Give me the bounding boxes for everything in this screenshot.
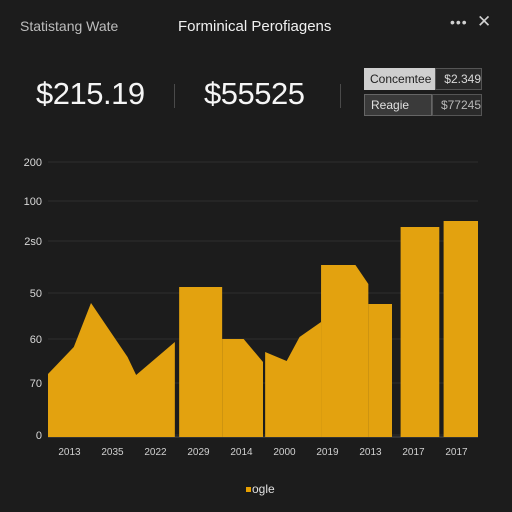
y-tick-label: 2s0 <box>24 236 42 248</box>
area-segment <box>400 227 440 437</box>
x-tick-label: 2017 <box>402 447 425 458</box>
x-tick-label: 2013 <box>359 447 382 458</box>
area-segment <box>179 287 223 437</box>
area-segment <box>368 304 392 437</box>
area-segment <box>443 221 478 437</box>
x-tick-label: 2013 <box>58 447 81 458</box>
y-tick-label: 60 <box>30 334 42 346</box>
legend: Concemtee $2.349 Reagie $77245 <box>364 68 482 120</box>
primary-stat: $215.19 <box>36 76 145 111</box>
y-tick-label: 70 <box>30 378 42 390</box>
close-icon[interactable]: ✕ <box>477 12 492 31</box>
x-tick-label: 2014 <box>230 447 253 458</box>
x-tick-label: 2035 <box>101 447 124 458</box>
area-segment <box>48 303 175 437</box>
area-segment <box>222 339 263 437</box>
stat-divider <box>174 84 175 108</box>
y-tick-label: 200 <box>24 157 42 169</box>
x-tick-label: 2029 <box>187 447 210 458</box>
x-tick-label: 2017 <box>445 447 468 458</box>
logo-mark-icon <box>246 487 251 493</box>
legend-item-value: $77245 <box>431 94 482 116</box>
legend-item-label: Reagie <box>364 94 432 116</box>
more-options-icon[interactable]: ••• <box>450 14 468 30</box>
footer-logo: ogle <box>246 482 275 496</box>
stat-divider <box>340 84 341 108</box>
legend-item[interactable]: Concemtee $2.349 <box>364 68 482 90</box>
y-tick-label: 0 <box>36 430 42 442</box>
legend-item-label: Concemtee <box>364 68 436 90</box>
legend-item-value: $2.349 <box>435 68 482 90</box>
header: Statistang Wate Forminical Perofiagens •… <box>0 0 512 52</box>
x-tick-label: 2019 <box>316 447 339 458</box>
y-tick-label: 50 <box>30 288 42 300</box>
page-title: Forminical Perofiagens <box>178 18 332 35</box>
legend-item[interactable]: Reagie $77245 <box>364 94 482 116</box>
y-tick-label: 100 <box>24 196 42 208</box>
footer-logo-text: ogle <box>252 482 275 496</box>
app-title: Statistang Wate <box>20 18 119 34</box>
x-tick-label: 2000 <box>273 447 296 458</box>
area-segment <box>321 265 369 437</box>
secondary-stat: $55525 <box>204 76 305 111</box>
area-segment <box>265 322 322 437</box>
x-tick-label: 2022 <box>144 447 167 458</box>
